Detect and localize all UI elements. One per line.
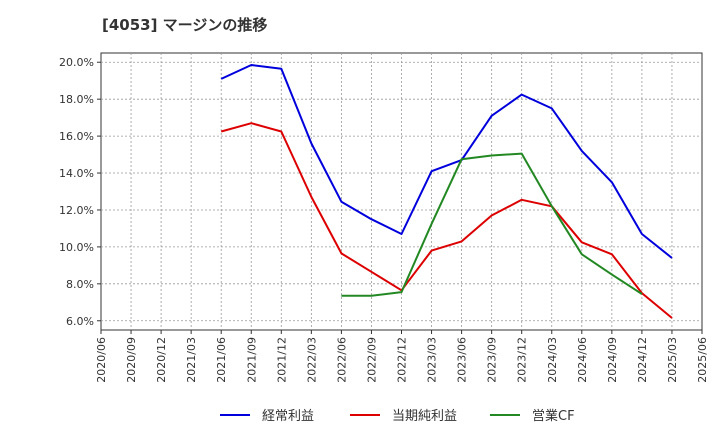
y-tick-label: 16.0% (59, 130, 94, 143)
y-tick-label: 14.0% (59, 167, 94, 180)
x-tick-label: 2024/12 (636, 337, 649, 383)
x-tick-label: 2022/06 (335, 337, 348, 383)
x-tick-label: 2021/09 (245, 337, 258, 383)
x-tick-label: 2022/09 (365, 337, 378, 383)
y-tick-label: 6.0% (66, 315, 94, 328)
x-tick-label: 2021/06 (215, 337, 228, 383)
y-tick-label: 10.0% (59, 241, 94, 254)
legend-label: 当期純利益 (392, 409, 457, 424)
x-tick-label: 2023/12 (516, 337, 529, 383)
series-lines (220, 64, 673, 319)
y-tick-label: 20.0% (59, 56, 94, 69)
x-tick-label: 2022/03 (305, 337, 318, 383)
x-tick-label: 2023/06 (456, 337, 469, 383)
y-tick-label: 12.0% (59, 204, 94, 217)
legend-label: 営業CF (532, 408, 575, 424)
y-axis-ticks: 6.0% 8.0% 10.0% 12.0% 14.0% 16.0% 18.0% 20.0% (59, 56, 101, 328)
x-tick-label: 2025/03 (666, 337, 679, 383)
x-tick-label: 2021/12 (275, 337, 288, 383)
x-tick-label: 2022/12 (396, 337, 409, 383)
x-tick-label: 2020/09 (125, 337, 138, 383)
x-axis-ticks: 2020/06 2020/09 2020/12 2021/03 2021/06 2021/… (95, 330, 709, 383)
series-line-1 (220, 122, 673, 319)
x-tick-label: 2020/06 (95, 337, 108, 383)
x-tick-label: 2024/06 (576, 337, 589, 383)
x-tick-label: 2023/09 (486, 337, 499, 383)
x-tick-label: 2023/03 (426, 337, 439, 383)
x-tick-label: 2024/03 (546, 337, 559, 383)
legend-label: 経常利益 (262, 409, 314, 424)
y-tick-label: 8.0% (66, 278, 94, 291)
x-tick-label: 2025/06 (696, 337, 709, 383)
chart-title: [4053] マージンの推移 (102, 16, 268, 34)
x-tick-label: 2021/03 (185, 337, 198, 383)
x-tick-label: 2020/12 (155, 337, 168, 383)
x-tick-label: 2024/09 (606, 337, 619, 383)
grid-lines (101, 53, 702, 330)
legend: 経常利益 当期純利益 営業CF (220, 408, 575, 424)
series-line-0 (220, 64, 673, 259)
y-tick-label: 18.0% (59, 93, 94, 106)
